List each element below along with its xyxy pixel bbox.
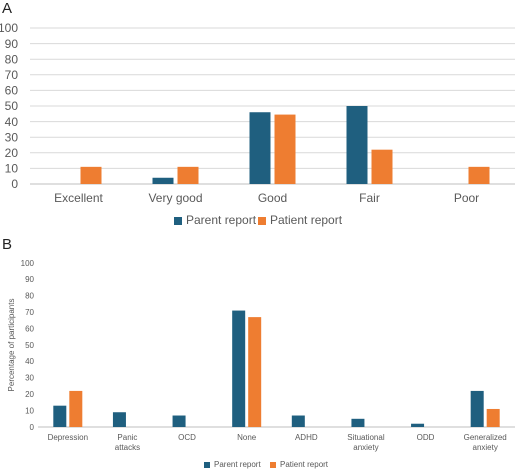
- x-tick-label: Generalized: [464, 433, 507, 442]
- x-tick-label: anxiety: [473, 443, 498, 452]
- y-tick-label: 30: [25, 374, 34, 383]
- y-tick-label: 100: [0, 21, 18, 35]
- panel-a-label: A: [2, 0, 13, 17]
- y-tick-label: 0: [30, 423, 35, 432]
- y-tick-label: 0: [11, 177, 18, 191]
- bar-parent: [249, 112, 271, 184]
- y-tick-label: 10: [25, 406, 34, 415]
- legend-swatch-patient: [270, 462, 276, 468]
- bar-patient: [486, 408, 500, 427]
- bar-parent: [470, 390, 484, 427]
- y-tick-label: 80: [5, 52, 19, 66]
- bar-parent: [112, 412, 126, 427]
- y-tick-label: 10: [5, 162, 19, 176]
- y-tick-label: 50: [25, 341, 34, 350]
- bar-patient: [274, 114, 296, 184]
- x-tick-label: Excellent: [54, 191, 103, 205]
- bar-patient: [248, 317, 262, 427]
- y-tick-label: 70: [25, 308, 34, 317]
- bar-patient: [69, 390, 83, 427]
- legend-swatch-parent: [174, 217, 182, 225]
- y-tick-label: 90: [5, 37, 19, 51]
- panel-b-label: B: [2, 236, 13, 253]
- legend-label-patient: Patient report: [280, 460, 329, 469]
- x-tick-label: ADHD: [295, 433, 318, 442]
- y-tick-label: 60: [5, 84, 19, 98]
- x-tick-label: attacks: [115, 443, 140, 452]
- y-tick-label: 40: [25, 357, 34, 366]
- bar-parent: [172, 415, 186, 427]
- y-tick-label: 60: [25, 324, 34, 333]
- x-tick-label: Very good: [148, 191, 202, 205]
- legend-label-parent: Parent report: [186, 213, 257, 227]
- y-tick-label: 70: [5, 68, 19, 82]
- x-tick-label: Fair: [359, 191, 380, 205]
- legend-label-patient: Patient report: [270, 213, 343, 227]
- bar-patient: [371, 149, 393, 184]
- y-tick-label: 30: [5, 130, 19, 144]
- y-tick-label: 20: [5, 146, 19, 160]
- y-tick-label: 90: [25, 275, 34, 284]
- y-axis-label: Percentage of participants: [7, 299, 16, 392]
- bar-parent: [411, 423, 425, 427]
- x-tick-label: Poor: [454, 191, 479, 205]
- bar-parent: [346, 106, 368, 184]
- chart-b-mental-health: 0 10 20 30 40 50 60 70 80 90 100 Depression Panicatt…: [7, 259, 515, 469]
- bar-parent: [232, 310, 246, 427]
- legend-swatch-patient: [258, 217, 266, 225]
- bar-patient: [468, 166, 490, 184]
- legend-label-parent: Parent report: [214, 460, 261, 469]
- x-tick-label: None: [237, 433, 257, 442]
- bar-patient: [177, 166, 199, 184]
- y-tick-label: 80: [25, 292, 34, 301]
- x-tick-label: Situational: [347, 433, 385, 442]
- y-tick-label: 20: [25, 390, 34, 399]
- x-tick-label: OCD: [178, 433, 196, 442]
- x-tick-label: Depression: [48, 433, 88, 442]
- x-tick-label: ODD: [417, 433, 435, 442]
- bar-parent: [291, 415, 305, 427]
- bar-patient: [80, 166, 102, 184]
- legend-swatch-parent: [204, 462, 210, 468]
- x-tick-label: Panic: [117, 433, 137, 442]
- bar-parent: [53, 405, 67, 427]
- bar-parent: [351, 418, 365, 427]
- x-tick-label: Good: [258, 191, 287, 205]
- bar-parent: [152, 177, 174, 184]
- y-tick-label: 100: [21, 259, 35, 268]
- y-tick-label: 50: [5, 99, 19, 113]
- x-tick-label: anxiety: [353, 443, 378, 452]
- y-tick-label: 40: [5, 115, 19, 129]
